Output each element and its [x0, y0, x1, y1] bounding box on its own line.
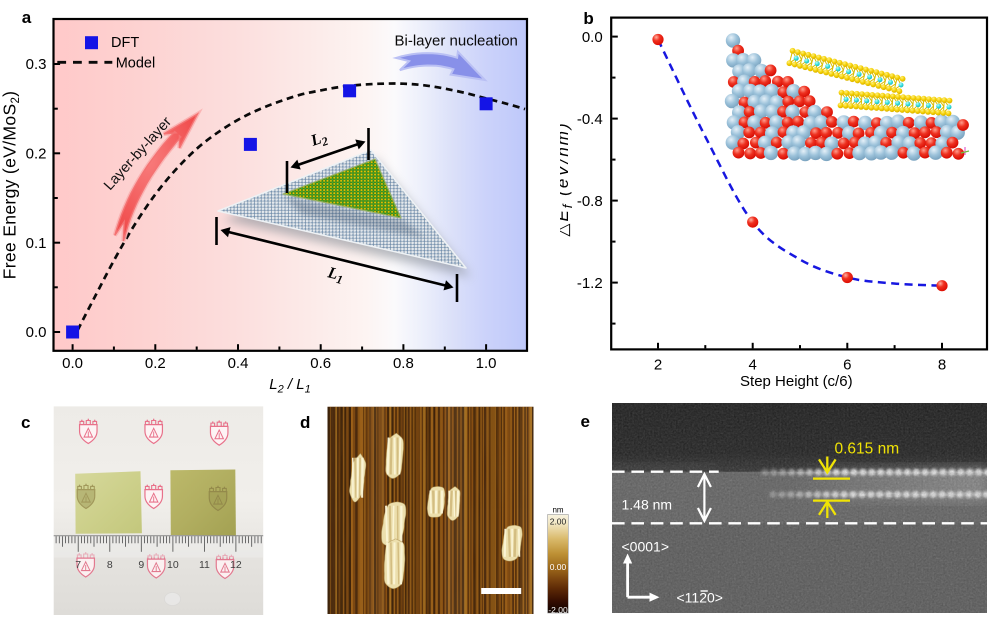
svg-text:DFT: DFT — [111, 35, 139, 51]
svg-text:<1120>: <1120> — [677, 590, 723, 606]
svg-text:a: a — [22, 8, 32, 27]
svg-text:0.2: 0.2 — [26, 146, 47, 163]
svg-text:12: 12 — [230, 559, 242, 571]
svg-text:e: e — [581, 412, 590, 431]
svg-text:<0001>: <0001> — [622, 539, 670, 555]
svg-text:9: 9 — [138, 559, 144, 571]
svg-text:0.0: 0.0 — [26, 324, 47, 341]
svg-text:-0.4: -0.4 — [577, 111, 603, 128]
svg-text:0.615 nm: 0.615 nm — [835, 441, 900, 458]
svg-text:0.4: 0.4 — [228, 355, 249, 372]
svg-text:0.6: 0.6 — [310, 355, 331, 372]
svg-text:0.2: 0.2 — [145, 355, 166, 372]
svg-text:10: 10 — [167, 559, 179, 571]
svg-text:7: 7 — [75, 559, 81, 571]
svg-text:11: 11 — [199, 559, 210, 571]
svg-text:△Ef (eV/nm): △Ef (eV/nm) — [560, 121, 575, 236]
svg-text:0.00: 0.00 — [550, 562, 567, 572]
svg-text:Free Energy (eV/MoS2): Free Energy (eV/MoS2) — [0, 91, 22, 280]
svg-text:Bi-layer nucleation: Bi-layer nucleation — [395, 33, 518, 50]
svg-text:-0.8: -0.8 — [577, 193, 603, 210]
svg-text:Model: Model — [116, 56, 156, 72]
svg-text:nm: nm — [552, 506, 563, 515]
svg-text:d: d — [300, 413, 310, 432]
svg-text:0.1: 0.1 — [26, 235, 47, 252]
svg-text:2.00: 2.00 — [550, 517, 567, 527]
svg-text:L2: L2 — [308, 129, 330, 153]
svg-text:1.0: 1.0 — [476, 355, 497, 372]
svg-text:8: 8 — [938, 357, 946, 374]
svg-text:c: c — [21, 413, 30, 432]
svg-text:8: 8 — [107, 559, 113, 571]
svg-text:2: 2 — [654, 357, 662, 374]
svg-text:b: b — [583, 9, 593, 28]
svg-text:-2.00: -2.00 — [548, 605, 568, 615]
svg-text:4: 4 — [749, 357, 757, 374]
svg-text:1.48 nm: 1.48 nm — [622, 497, 673, 513]
svg-text:0.8: 0.8 — [393, 355, 414, 372]
svg-text:L2 / L1: L2 / L1 — [269, 376, 310, 396]
svg-text:6: 6 — [843, 357, 851, 374]
svg-text:-1.2: -1.2 — [577, 275, 603, 292]
svg-text:0.0: 0.0 — [62, 355, 83, 372]
svg-text:Step Height (c/6): Step Height (c/6) — [740, 373, 853, 390]
svg-text:0.3: 0.3 — [26, 56, 47, 73]
svg-text:0.0: 0.0 — [582, 29, 603, 46]
